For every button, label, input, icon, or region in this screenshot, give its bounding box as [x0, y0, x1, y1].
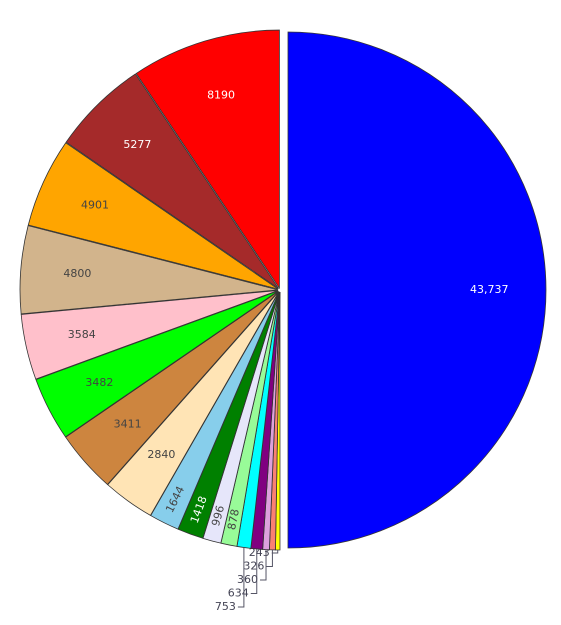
pie-slice: [35, 290, 279, 438]
data-label: 3411: [114, 418, 142, 431]
leader-line: [237, 547, 245, 608]
pie-slice: [65, 73, 279, 289]
data-label: 5277: [123, 138, 151, 151]
data-label: 4901: [81, 199, 109, 212]
leader-line: [260, 549, 267, 581]
leader-line: [271, 549, 279, 554]
data-label: 4800: [63, 267, 91, 280]
pie-slice: [107, 291, 280, 516]
data-label: 8190: [207, 88, 235, 101]
pie-slice: [65, 290, 279, 486]
data-label: 878: [225, 508, 242, 531]
data-label: 996: [209, 504, 227, 528]
data-label: 3584: [68, 328, 96, 341]
data-label: 753: [215, 600, 236, 613]
pie-slice: [135, 29, 280, 290]
data-label: 360: [237, 573, 258, 586]
pie-slice: [287, 31, 547, 549]
data-label: 43,737: [470, 283, 509, 296]
leader-line: [250, 548, 258, 594]
pie-slice: [27, 142, 279, 290]
data-label: 3482: [85, 376, 113, 389]
data-label: 2840: [147, 448, 175, 461]
pie-slice: [20, 290, 279, 380]
data-label: 326: [243, 560, 264, 573]
pie-slice: [19, 225, 279, 315]
data-label: 634: [228, 587, 249, 600]
leader-line: [266, 549, 273, 567]
